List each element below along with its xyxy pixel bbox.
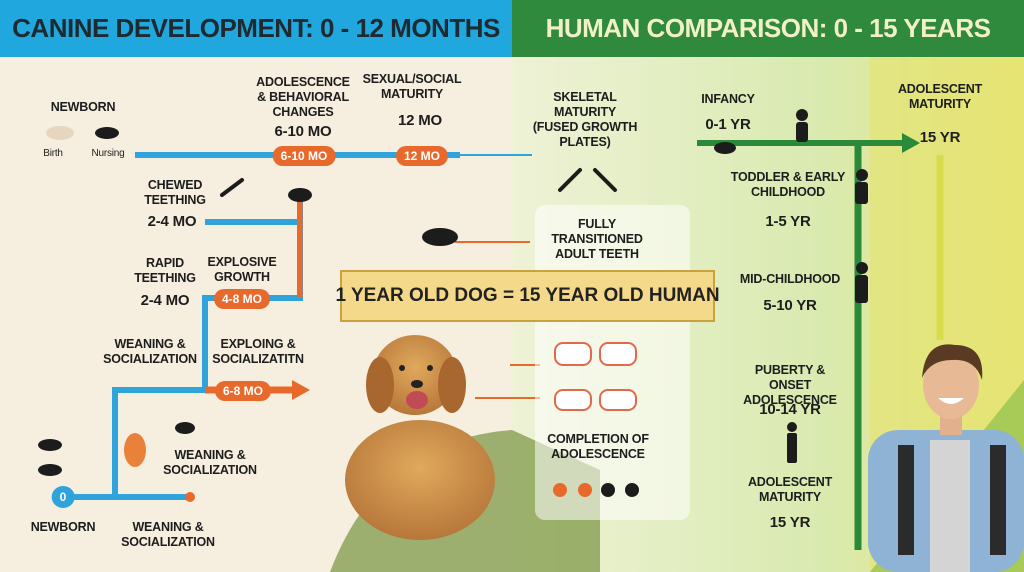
stage-label: WEANING & SOCIALIZATION <box>121 520 215 549</box>
human-stage-label: TODDLER & EARLY CHILDHOOD <box>730 170 846 199</box>
birth-label: Birth <box>43 148 63 159</box>
age-badge: 6-8 MO <box>214 381 272 401</box>
skeletal-label: SKELETAL MATURITY (FUSED GROWTH PLATES) <box>532 90 638 149</box>
human-stage-label: ADOLESCENT MATURITY <box>747 475 833 504</box>
nursing-label: Nursing <box>91 148 125 159</box>
human-stage-age: 1-5 YR <box>765 213 811 230</box>
human-stage-label: INFANCY <box>701 92 755 106</box>
age-badge: 4-8 MO <box>213 289 271 309</box>
human-stage-age: 15 YR <box>769 514 811 531</box>
human-stage-age: 0-1 YR <box>705 116 751 133</box>
stage-label: ADOLESCENCE & BEHAVIORAL CHANGES <box>256 75 350 119</box>
completion-label: COMPLETION OF ADOLESCENCE <box>547 432 649 461</box>
human-stage-age: 10-14 YR <box>759 401 821 418</box>
stage-age: 6-10 MO <box>274 123 332 140</box>
stage-age: 12 MO <box>397 112 443 129</box>
human-header: HUMAN COMPARISON: 0 - 15 YEARS <box>545 13 991 43</box>
human-stage-age: 15 YR <box>919 129 961 146</box>
stage-label: WEANING & SOCIALIZATION <box>103 337 197 366</box>
human-stage-label: ADOLESCENT MATURITY <box>897 82 983 111</box>
stage-age: 2-4 MO <box>147 213 197 230</box>
stage-label: SEXUAL/SOCIAL MATURITY <box>362 72 462 101</box>
newborn-label: NEWBORN <box>50 100 116 114</box>
human-stage-age: 5-10 YR <box>763 297 817 314</box>
teeth-label: FULLY TRANSITIONED ADULT TEETH <box>551 217 643 261</box>
stage-label: EXPLOING & SOCIALIZATITN <box>212 337 304 366</box>
age-badge: 6-10 MO <box>272 146 336 166</box>
stage-label: EXPLOSIVE GROWTH <box>207 255 277 284</box>
equivalence-banner: 1 YEAR OLD DOG = 15 YEAR OLD HUMAN <box>335 270 720 322</box>
age-badge: 0 <box>51 486 75 508</box>
stage-label: NEWBORN <box>30 520 96 534</box>
stage-age: 2-4 MO <box>140 292 190 309</box>
human-stage-label: MID-CHILDHOOD <box>739 272 841 286</box>
stage-label: RAPID TEETHING <box>134 256 196 285</box>
canine-header: CANINE DEVELOPMENT: 0 - 12 MONTHS <box>12 13 500 43</box>
age-badge: 12 MO <box>395 146 449 166</box>
stage-label: WEANING & SOCIALIZATION <box>163 448 257 477</box>
human-stage-label: PUBERTY & ONSET ADOLESCENCE <box>743 363 837 407</box>
stage-label: CHEWED TEETHING <box>144 178 206 207</box>
